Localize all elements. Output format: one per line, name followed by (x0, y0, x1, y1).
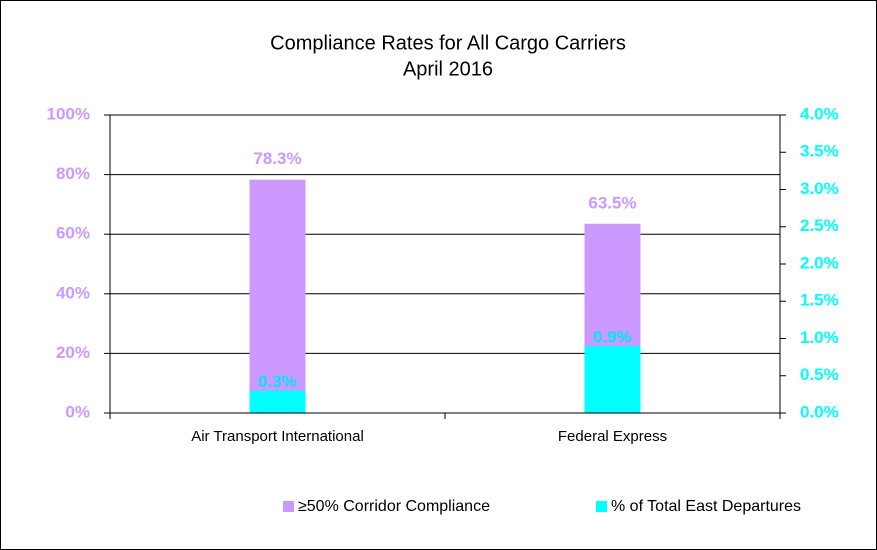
bar (584, 345, 641, 413)
data-label: 0.9% (593, 327, 632, 346)
y-tick-label: 0% (65, 402, 90, 421)
bar (249, 179, 306, 413)
y-tick-label: 60% (56, 224, 90, 243)
data-label: 0.3% (258, 372, 297, 391)
data-label: 63.5% (588, 193, 636, 212)
data-label: 78.3% (253, 149, 301, 168)
y2-tick-label: 3.0% (800, 179, 839, 198)
legend-label: ≥50% Corridor Compliance (298, 498, 490, 515)
x-tick-label: Air Transport International (191, 428, 364, 445)
y2-tick-label: 1.0% (800, 328, 839, 347)
y-tick-label: 40% (56, 283, 90, 302)
bar (249, 390, 306, 413)
chart-title: Compliance Rates for All Cargo Carriers (270, 32, 626, 54)
y2-tick-label: 0.0% (800, 402, 839, 421)
y2-tick-label: 2.5% (800, 216, 839, 235)
y2-tick-label: 2.0% (800, 253, 839, 272)
y2-tick-label: 4.0% (800, 104, 839, 123)
legend-label: % of Total East Departures (611, 498, 801, 515)
x-tick-label: Federal Express (558, 428, 667, 445)
legend-swatch (283, 501, 294, 512)
chart-subtitle: April 2016 (403, 58, 493, 80)
y2-tick-label: 0.5% (800, 365, 839, 384)
y2-tick-label: 3.5% (800, 142, 839, 161)
y-tick-label: 100% (47, 104, 90, 123)
y-tick-label: 20% (56, 343, 90, 362)
y2-tick-label: 1.5% (800, 291, 839, 310)
legend-swatch (596, 501, 607, 512)
y-tick-label: 80% (56, 164, 90, 183)
